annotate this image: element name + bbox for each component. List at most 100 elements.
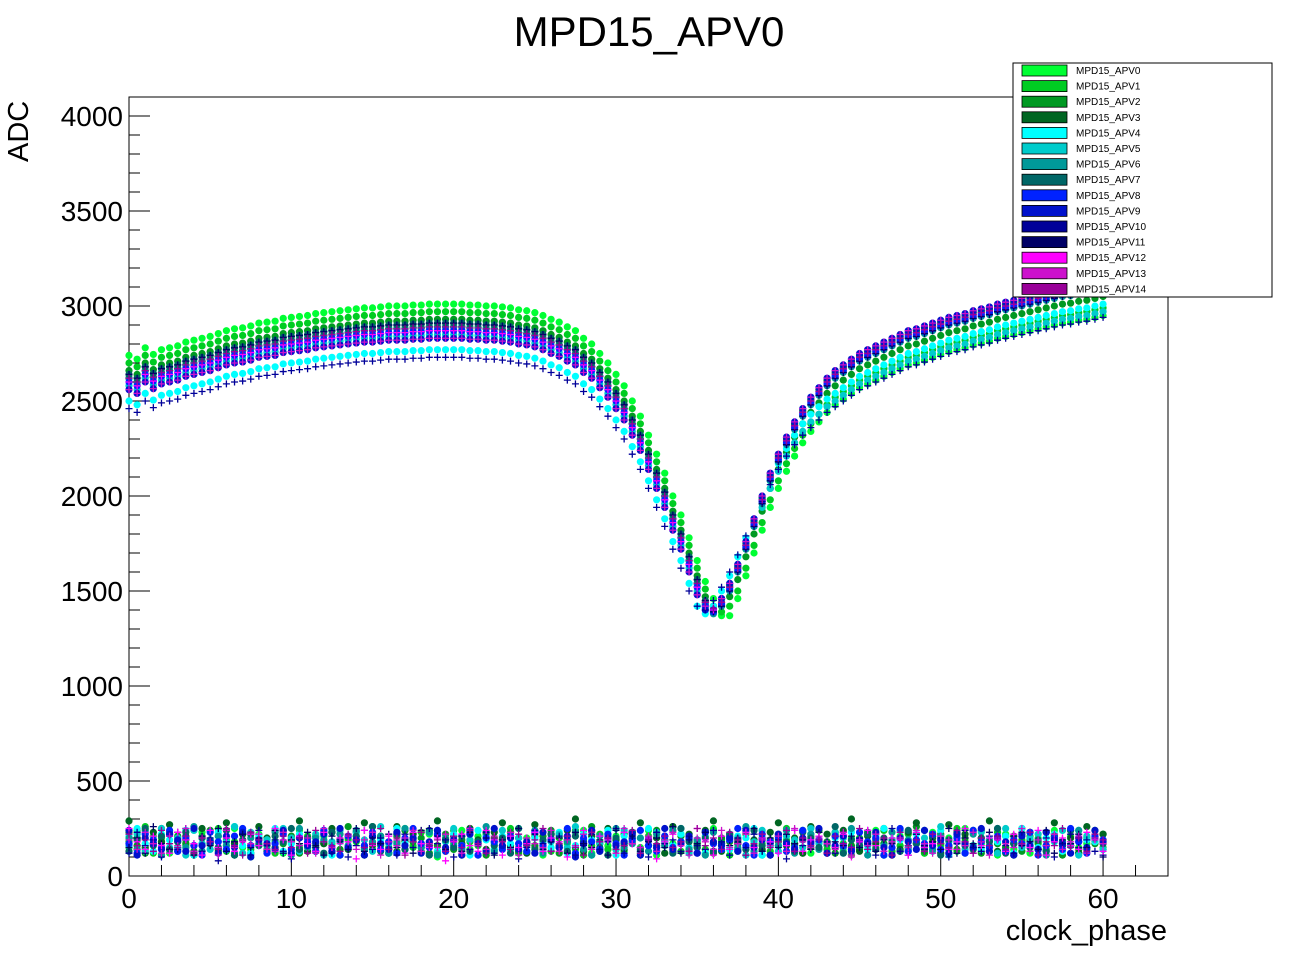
data-point xyxy=(945,849,953,857)
data-point xyxy=(571,361,579,369)
data-point xyxy=(433,308,442,316)
data-point xyxy=(312,838,320,846)
data-point xyxy=(912,819,920,827)
data-point xyxy=(1018,310,1026,318)
data-point xyxy=(571,823,580,831)
data-point xyxy=(985,339,993,347)
data-point xyxy=(417,828,425,836)
data-point xyxy=(149,350,157,359)
data-point xyxy=(555,843,563,852)
data-point xyxy=(596,384,604,392)
data-point xyxy=(336,360,344,368)
data-point xyxy=(604,834,612,842)
data-point xyxy=(417,301,425,309)
data-point xyxy=(588,348,596,356)
data-point xyxy=(645,836,652,844)
data-point xyxy=(320,316,328,324)
data-point xyxy=(969,343,977,351)
data-point xyxy=(255,327,263,335)
data-point xyxy=(230,332,239,340)
data-point xyxy=(263,341,271,349)
data-point xyxy=(385,336,393,344)
data-point xyxy=(539,836,547,844)
data-point xyxy=(141,845,149,853)
data-point xyxy=(896,353,904,361)
data-point xyxy=(482,834,490,842)
data-point xyxy=(571,828,579,836)
data-point xyxy=(880,843,888,852)
data-point xyxy=(709,845,717,853)
data-point xyxy=(230,832,239,840)
data-point xyxy=(929,830,937,838)
data-point xyxy=(645,454,652,462)
data-point xyxy=(214,375,222,383)
data-point xyxy=(352,825,360,832)
data-point xyxy=(758,851,766,859)
legend-entry: MPD15_APV9 xyxy=(1076,206,1141,217)
data-point xyxy=(596,403,604,411)
data-point xyxy=(1050,830,1058,838)
data-point xyxy=(490,834,498,842)
data-point xyxy=(393,302,401,310)
data-point xyxy=(953,315,961,323)
data-point xyxy=(149,832,157,840)
data-point xyxy=(782,460,791,468)
data-point xyxy=(1042,847,1050,855)
data-point xyxy=(571,815,580,823)
data-point xyxy=(685,541,693,550)
data-point xyxy=(287,851,295,859)
data-point xyxy=(831,370,839,378)
data-point xyxy=(612,842,620,850)
data-point xyxy=(701,598,709,606)
data-point xyxy=(628,405,636,413)
data-point xyxy=(344,313,352,321)
data-point xyxy=(579,342,588,350)
data-point xyxy=(612,845,620,853)
data-point xyxy=(685,836,693,844)
data-point xyxy=(815,410,823,418)
data-point xyxy=(141,344,149,352)
data-point xyxy=(580,369,588,376)
data-point xyxy=(823,830,831,838)
data-point xyxy=(636,465,644,473)
data-point xyxy=(401,325,409,333)
data-point xyxy=(912,355,920,363)
data-point xyxy=(442,857,450,865)
data-point xyxy=(352,339,360,347)
data-point xyxy=(369,338,377,346)
data-point xyxy=(1091,310,1099,318)
data-point xyxy=(880,353,888,361)
data-point xyxy=(320,309,328,317)
legend-entry: MPD15_APV1 xyxy=(1076,82,1141,93)
data-point xyxy=(230,851,239,859)
data-point xyxy=(709,826,717,834)
data-point xyxy=(864,826,872,834)
data-point xyxy=(815,388,823,395)
x-tick-label: 0 xyxy=(121,883,137,914)
data-point xyxy=(515,834,523,842)
data-point xyxy=(490,355,498,363)
data-point xyxy=(320,838,328,846)
data-point xyxy=(149,373,157,381)
data-point xyxy=(961,830,969,838)
data-point xyxy=(563,330,571,339)
data-point xyxy=(222,834,230,842)
data-point xyxy=(222,372,231,380)
data-point xyxy=(588,845,596,853)
data-point xyxy=(896,346,904,354)
data-point xyxy=(661,477,669,485)
data-point xyxy=(758,526,766,534)
data-point xyxy=(1042,838,1050,846)
data-point xyxy=(1050,302,1058,310)
data-point xyxy=(190,370,198,378)
data-point xyxy=(450,346,458,354)
data-point xyxy=(498,842,506,850)
data-point xyxy=(661,522,669,530)
data-point xyxy=(742,830,750,838)
data-point xyxy=(393,834,401,842)
data-point xyxy=(872,346,880,354)
data-point xyxy=(515,851,523,859)
data-point xyxy=(653,847,661,855)
data-point xyxy=(896,828,904,836)
data-point xyxy=(230,325,239,333)
